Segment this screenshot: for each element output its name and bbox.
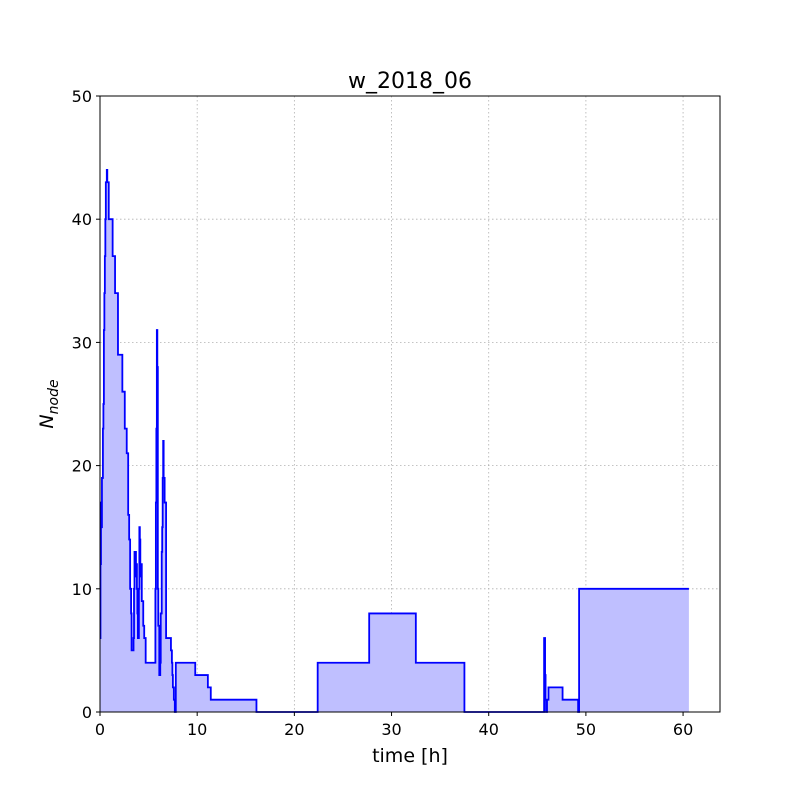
x-tick-label: 10 (187, 720, 207, 739)
series-fill (100, 169, 689, 713)
y-axis-label: Nnode (36, 379, 62, 428)
y-tick-label: 50 (72, 87, 92, 106)
y-tick-label: 30 (72, 333, 92, 352)
y-axis-label-main: N (36, 414, 58, 428)
series-line (99, 169, 689, 713)
y-tick-label: 40 (72, 210, 92, 229)
y-axis-label-sub: node (46, 379, 62, 414)
series-area (99, 169, 689, 713)
chart-title: w_2018_06 (348, 69, 472, 94)
x-tick-label: 20 (284, 720, 304, 739)
x-tick-label: 60 (673, 720, 693, 739)
y-tick-label: 20 (72, 457, 92, 476)
x-tick-label: 0 (95, 720, 105, 739)
x-tick-label: 50 (576, 720, 596, 739)
axis-ticks: 0 10 20 30 40 50 60 0 10 20 30 40 50 (72, 87, 694, 739)
plot-frame (99, 95, 721, 713)
y-tick-label: 0 (82, 703, 92, 722)
x-tick-label: 30 (381, 720, 401, 739)
x-axis-label: time [h] (372, 745, 448, 767)
x-tick-label: 40 (479, 720, 499, 739)
y-tick-label: 10 (72, 580, 92, 599)
